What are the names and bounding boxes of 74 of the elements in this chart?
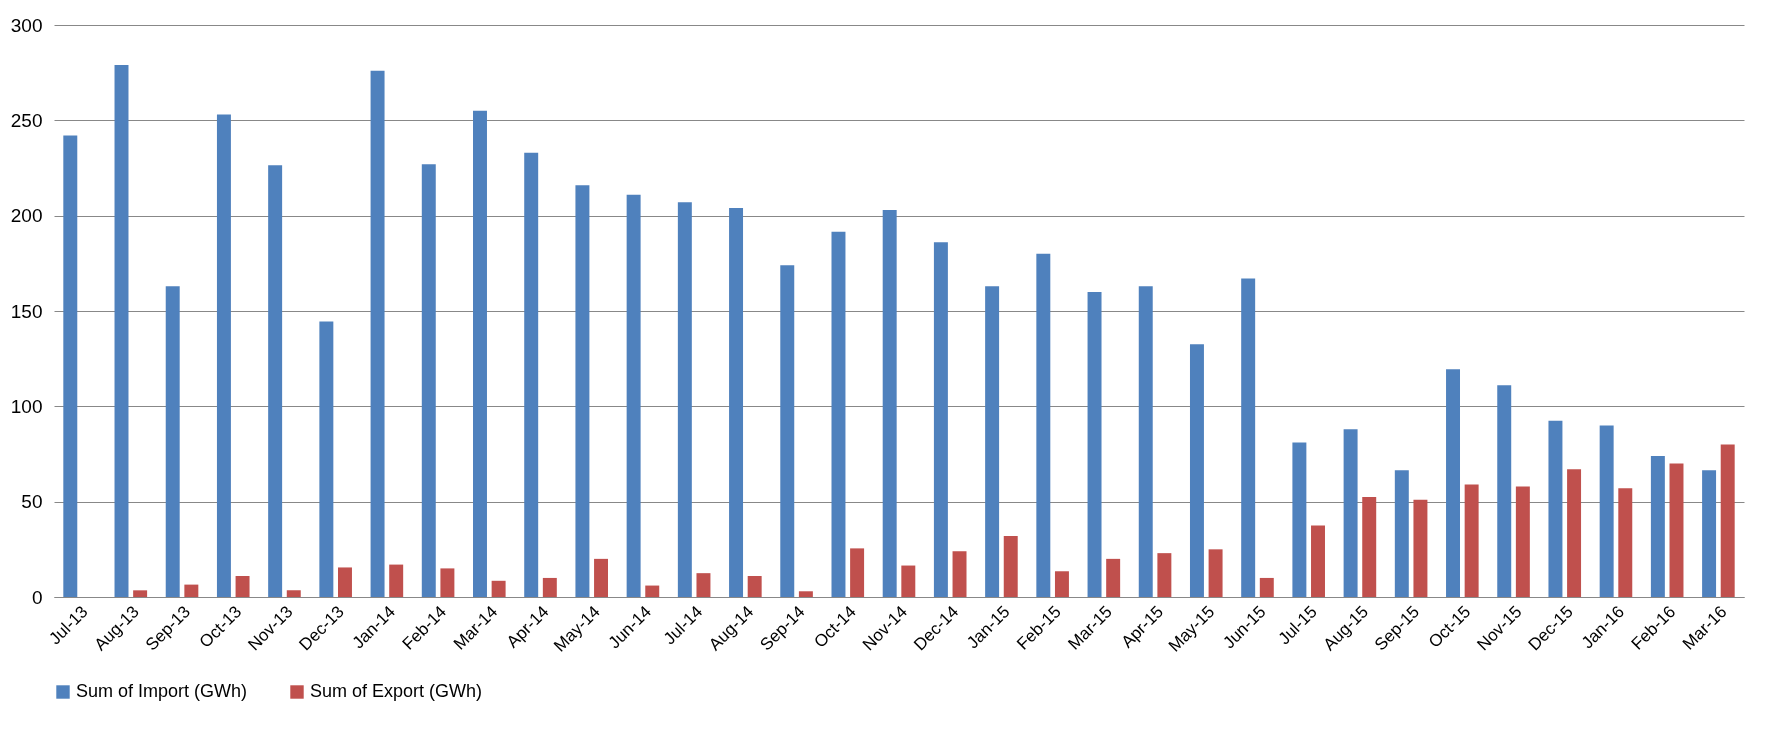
- bar: [1515, 486, 1530, 597]
- bar: [780, 265, 795, 597]
- bar: [798, 591, 813, 597]
- bar: [542, 577, 557, 597]
- bar: [1362, 496, 1377, 597]
- bar: [645, 585, 660, 597]
- bar: [594, 558, 609, 597]
- bar: [626, 194, 641, 597]
- bar: [524, 152, 539, 597]
- bar: [952, 551, 967, 597]
- bar: [1497, 385, 1512, 597]
- bar: [1311, 525, 1325, 597]
- bar: [1189, 344, 1204, 597]
- bar: [1208, 549, 1223, 597]
- bar: [729, 208, 744, 597]
- bar: [831, 231, 846, 597]
- bar: [1599, 425, 1614, 597]
- bar: [1548, 420, 1563, 597]
- bar: [1003, 535, 1018, 597]
- legend-label: Sum of Import (GWh): [76, 681, 248, 701]
- bar: [1618, 488, 1633, 597]
- bar: [1292, 442, 1307, 597]
- bar: [1106, 558, 1121, 597]
- bar: [1650, 455, 1665, 597]
- bar: [370, 70, 385, 597]
- bar: [268, 165, 283, 597]
- bar: [1567, 469, 1582, 597]
- bar: [850, 548, 865, 597]
- bar: [1464, 484, 1479, 597]
- bar: [216, 114, 231, 597]
- bar: [319, 321, 334, 597]
- bar: [1669, 463, 1684, 597]
- bar: [1702, 470, 1717, 597]
- bar: [1054, 571, 1069, 597]
- bar: [696, 573, 711, 597]
- bar: [575, 185, 590, 597]
- bar: [747, 576, 762, 597]
- bar: [1241, 278, 1256, 597]
- bar: [985, 286, 1000, 597]
- bar: [1343, 429, 1358, 597]
- legend-label: Sum of Export (GWh): [310, 681, 483, 701]
- bar: [933, 242, 948, 597]
- y-tick-label: 300: [10, 14, 43, 36]
- bar: [491, 580, 506, 597]
- bar: [1394, 470, 1409, 597]
- bar: [901, 565, 916, 597]
- bar: [389, 564, 404, 597]
- bar: [1157, 553, 1172, 597]
- bar: [677, 202, 692, 597]
- bar: [882, 209, 897, 597]
- bar: [1413, 499, 1428, 597]
- bar: [165, 286, 180, 597]
- bar: [1446, 369, 1461, 597]
- y-tick-label: 100: [10, 395, 43, 417]
- y-tick-label: 250: [10, 109, 43, 131]
- bar: [133, 590, 148, 597]
- y-tick-label: 0: [31, 586, 43, 608]
- bar: [1087, 291, 1102, 597]
- y-tick-label: 150: [10, 300, 43, 322]
- bar: [1720, 444, 1735, 597]
- bar: [63, 135, 78, 597]
- y-tick-label: 200: [10, 205, 43, 227]
- y-tick-label: 50: [21, 491, 43, 513]
- bar: [337, 567, 352, 597]
- bar: [473, 110, 487, 597]
- bar: [421, 164, 436, 597]
- bar: [1138, 286, 1153, 597]
- bar: [440, 568, 455, 597]
- bar: [1259, 577, 1274, 597]
- bar: [235, 576, 250, 597]
- bar: [286, 590, 301, 597]
- bar: [1036, 253, 1051, 597]
- bar: [184, 584, 199, 597]
- bar: [114, 65, 129, 597]
